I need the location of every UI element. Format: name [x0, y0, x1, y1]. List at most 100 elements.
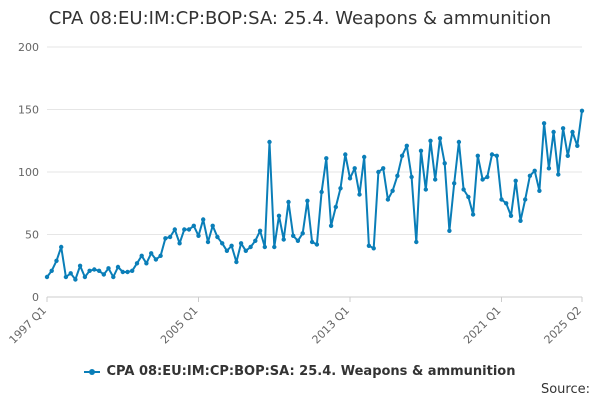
data-point[interactable]: [513, 178, 518, 183]
data-point[interactable]: [82, 274, 88, 280]
data-point[interactable]: [191, 223, 196, 228]
data-point[interactable]: [423, 187, 428, 192]
data-point[interactable]: [101, 272, 107, 277]
data-point[interactable]: [418, 148, 424, 153]
data-point[interactable]: [281, 237, 286, 242]
data-point[interactable]: [442, 161, 447, 166]
data-point[interactable]: [560, 126, 566, 131]
data-point[interactable]: [257, 228, 263, 233]
data-point[interactable]: [73, 277, 78, 282]
data-point[interactable]: [111, 274, 116, 280]
data-point[interactable]: [414, 239, 419, 245]
data-point[interactable]: [328, 223, 334, 228]
data-point[interactable]: [343, 152, 348, 157]
data-point[interactable]: [59, 244, 64, 250]
data-point[interactable]: [347, 176, 353, 181]
data-point[interactable]: [291, 233, 296, 238]
data-point[interactable]: [338, 186, 343, 191]
data-point[interactable]: [49, 268, 54, 273]
data-point[interactable]: [220, 241, 225, 246]
data-point[interactable]: [210, 223, 215, 228]
data-point[interactable]: [309, 239, 315, 245]
data-point[interactable]: [144, 261, 149, 266]
data-point[interactable]: [163, 236, 168, 241]
data-point[interactable]: [428, 138, 433, 143]
data-point[interactable]: [167, 234, 173, 240]
data-point[interactable]: [319, 189, 324, 195]
data-point[interactable]: [518, 218, 523, 223]
data-point[interactable]: [409, 174, 414, 180]
data-point[interactable]: [551, 129, 556, 135]
data-point[interactable]: [362, 154, 367, 160]
legend[interactable]: CPA 08:EU:IM:CP:BOP:SA: 25.4. Weapons & …: [0, 364, 600, 379]
data-point[interactable]: [485, 174, 490, 180]
data-point[interactable]: [44, 274, 50, 280]
data-point[interactable]: [115, 264, 121, 270]
data-point[interactable]: [371, 246, 376, 251]
data-point[interactable]: [234, 259, 239, 265]
data-point[interactable]: [205, 239, 211, 245]
data-point[interactable]: [489, 152, 495, 157]
data-point[interactable]: [229, 243, 234, 248]
data-point[interactable]: [295, 238, 301, 243]
data-point[interactable]: [523, 197, 528, 202]
data-point[interactable]: [366, 243, 372, 248]
data-point[interactable]: [385, 197, 391, 202]
data-point[interactable]: [452, 181, 457, 186]
data-point[interactable]: [470, 212, 476, 217]
data-point[interactable]: [300, 231, 305, 236]
data-point[interactable]: [68, 271, 73, 276]
data-point[interactable]: [570, 129, 575, 135]
data-point[interactable]: [130, 268, 135, 273]
data-point[interactable]: [186, 227, 192, 232]
data-point[interactable]: [352, 166, 357, 171]
data-point[interactable]: [54, 258, 59, 263]
data-point[interactable]: [134, 261, 140, 266]
data-point[interactable]: [272, 244, 277, 250]
data-point[interactable]: [461, 187, 466, 192]
data-point[interactable]: [276, 213, 282, 218]
data-point[interactable]: [527, 173, 533, 178]
data-point[interactable]: [404, 143, 409, 148]
data-point[interactable]: [238, 241, 244, 246]
data-point[interactable]: [149, 251, 154, 256]
data-point[interactable]: [92, 267, 97, 272]
data-point[interactable]: [196, 233, 201, 238]
data-point[interactable]: [324, 156, 329, 161]
data-point[interactable]: [158, 253, 163, 258]
data-point[interactable]: [201, 217, 206, 222]
data-point[interactable]: [286, 199, 291, 205]
data-point[interactable]: [106, 266, 111, 271]
data-point[interactable]: [333, 204, 338, 210]
data-point[interactable]: [475, 153, 480, 158]
data-point[interactable]: [504, 201, 509, 206]
data-point[interactable]: [541, 121, 547, 126]
data-point[interactable]: [139, 253, 144, 258]
data-point[interactable]: [376, 169, 381, 175]
data-point[interactable]: [248, 244, 253, 250]
data-point[interactable]: [87, 268, 92, 273]
data-point[interactable]: [243, 248, 248, 253]
data-point[interactable]: [314, 242, 320, 247]
data-point[interactable]: [182, 227, 187, 232]
data-point[interactable]: [480, 177, 485, 182]
data-point[interactable]: [77, 263, 83, 268]
data-point[interactable]: [579, 108, 585, 114]
data-point[interactable]: [556, 172, 561, 177]
data-point[interactable]: [172, 227, 177, 232]
data-point[interactable]: [575, 143, 580, 148]
data-point[interactable]: [508, 213, 514, 218]
data-point[interactable]: [125, 269, 130, 275]
data-point[interactable]: [447, 228, 452, 233]
data-point[interactable]: [390, 188, 395, 193]
data-point[interactable]: [537, 188, 542, 193]
data-point[interactable]: [63, 274, 69, 280]
data-point[interactable]: [153, 257, 159, 262]
data-point[interactable]: [215, 234, 220, 240]
data-point[interactable]: [499, 197, 504, 202]
data-point[interactable]: [466, 194, 471, 200]
data-point[interactable]: [305, 198, 310, 203]
data-point[interactable]: [399, 153, 405, 158]
data-point[interactable]: [357, 192, 362, 197]
data-point[interactable]: [546, 166, 552, 171]
